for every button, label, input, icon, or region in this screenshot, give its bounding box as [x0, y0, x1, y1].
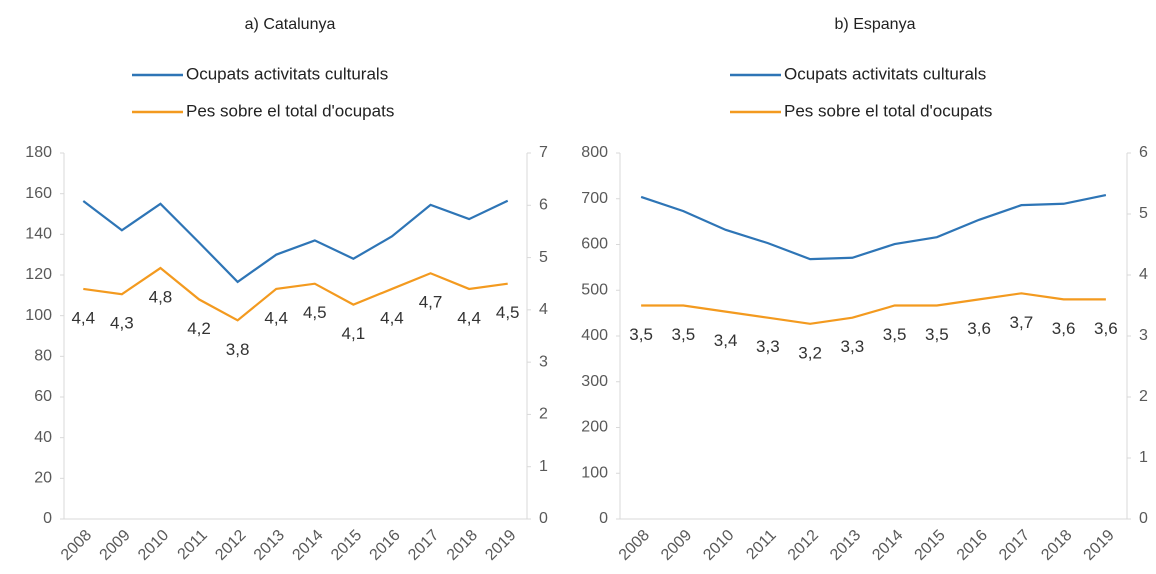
- y-tick-label: 500: [581, 281, 608, 298]
- y2-tick-label: 6: [1139, 144, 1148, 161]
- y-tick-label: 800: [581, 144, 608, 161]
- y-tick-label: 120: [25, 266, 52, 283]
- data-label: 3,5: [883, 325, 907, 344]
- y2-tick-label: 3: [539, 353, 548, 370]
- x-tick-label: 2019: [482, 527, 519, 564]
- data-label: 3,5: [672, 325, 696, 344]
- data-label: 4,5: [496, 303, 520, 322]
- data-label: 3,6: [1094, 319, 1118, 338]
- x-tick-label: 2012: [212, 527, 249, 564]
- series-line: [82, 199, 509, 284]
- chart-title: a) Catalunya: [245, 16, 336, 33]
- y-tick-label: 0: [599, 510, 608, 527]
- data-label: 3,3: [841, 337, 865, 356]
- x-tick-label: 2011: [743, 527, 779, 563]
- y-tick-label: 160: [25, 185, 52, 202]
- y2-tick-label: 5: [539, 249, 548, 266]
- data-label: 3,2: [798, 343, 822, 362]
- series-line: [641, 292, 1106, 325]
- x-tick-label: 2018: [1038, 527, 1075, 564]
- y-tick-label: 60: [34, 388, 52, 405]
- data-label: 4,8: [149, 288, 173, 307]
- legend-label: Ocupats activitats culturals: [784, 64, 986, 83]
- y2-tick-label: 4: [539, 301, 548, 318]
- series-line: [83, 266, 508, 322]
- x-tick-label: 2008: [616, 527, 653, 564]
- data-label: 4,5: [303, 303, 327, 322]
- y-tick-label: 400: [581, 327, 608, 344]
- y-tick-label: 300: [581, 373, 608, 390]
- x-tick-label: 2014: [289, 527, 326, 564]
- x-tick-label: 2010: [135, 527, 172, 564]
- y-tick-label: 700: [581, 190, 608, 207]
- x-tick-label: 2009: [96, 527, 133, 564]
- y2-tick-label: 7: [539, 144, 548, 161]
- x-tick-label: 2017: [405, 527, 442, 564]
- data-label: 4,7: [419, 293, 443, 312]
- y-tick-label: 140: [25, 226, 52, 243]
- x-tick-label: 2013: [827, 527, 864, 564]
- x-tick-label: 2012: [785, 527, 822, 564]
- data-label: 3,5: [925, 325, 949, 344]
- x-tick-label: 2013: [251, 527, 288, 564]
- legend-label: Pes sobre el total d'ocupats: [186, 101, 394, 120]
- y-tick-label: 600: [581, 236, 608, 253]
- chart-title: b) Espanya: [835, 16, 916, 33]
- y2-tick-label: 0: [1139, 510, 1148, 527]
- y-tick-label: 180: [25, 144, 52, 161]
- data-label: 4,1: [342, 324, 366, 343]
- y2-tick-label: 3: [1139, 327, 1148, 344]
- data-label: 3,6: [967, 319, 991, 338]
- x-tick-label: 2010: [700, 527, 737, 564]
- y-tick-label: 100: [581, 464, 608, 481]
- y2-tick-label: 4: [1139, 266, 1148, 283]
- data-label: 3,5: [629, 325, 653, 344]
- x-tick-label: 2015: [911, 527, 948, 564]
- data-label: 4,4: [380, 308, 404, 327]
- x-tick-label: 2014: [869, 527, 906, 564]
- x-tick-label: 2009: [658, 527, 695, 564]
- data-label: 3,7: [1010, 313, 1034, 332]
- x-tick-label: 2017: [996, 527, 1033, 564]
- data-label: 4,4: [264, 308, 288, 327]
- y-tick-label: 200: [581, 419, 608, 436]
- y2-tick-label: 1: [539, 458, 548, 475]
- data-label: 3,6: [1052, 319, 1076, 338]
- x-tick-label: 2015: [328, 527, 365, 564]
- data-label: 4,2: [187, 319, 211, 338]
- y-tick-label: 0: [43, 510, 52, 527]
- x-tick-label: 2016: [954, 527, 991, 564]
- y-tick-label: 80: [34, 348, 52, 365]
- legend-label: Pes sobre el total d'ocupats: [784, 101, 992, 120]
- y2-tick-label: 1: [1139, 449, 1148, 466]
- data-label: 4,4: [457, 308, 481, 327]
- x-tick-label: 2011: [175, 527, 211, 563]
- data-label: 3,3: [756, 337, 780, 356]
- data-label: 4,3: [110, 314, 134, 333]
- data-label: 4,4: [71, 308, 95, 327]
- y-tick-label: 100: [25, 307, 52, 324]
- x-tick-label: 2018: [444, 527, 481, 564]
- y-tick-label: 40: [34, 429, 52, 446]
- x-tick-label: 2019: [1080, 527, 1117, 564]
- legend-label: Ocupats activitats culturals: [186, 64, 388, 83]
- data-label: 3,8: [226, 340, 250, 359]
- y-tick-label: 20: [34, 470, 52, 487]
- y2-tick-label: 2: [1139, 388, 1148, 405]
- x-tick-label: 2016: [367, 527, 404, 564]
- series-line: [640, 194, 1107, 261]
- y2-tick-label: 2: [539, 406, 548, 423]
- x-tick-label: 2008: [58, 527, 95, 564]
- y2-tick-label: 5: [1139, 205, 1148, 222]
- y2-tick-label: 6: [539, 197, 548, 214]
- data-label: 3,4: [714, 331, 738, 350]
- y2-tick-label: 0: [539, 510, 548, 527]
